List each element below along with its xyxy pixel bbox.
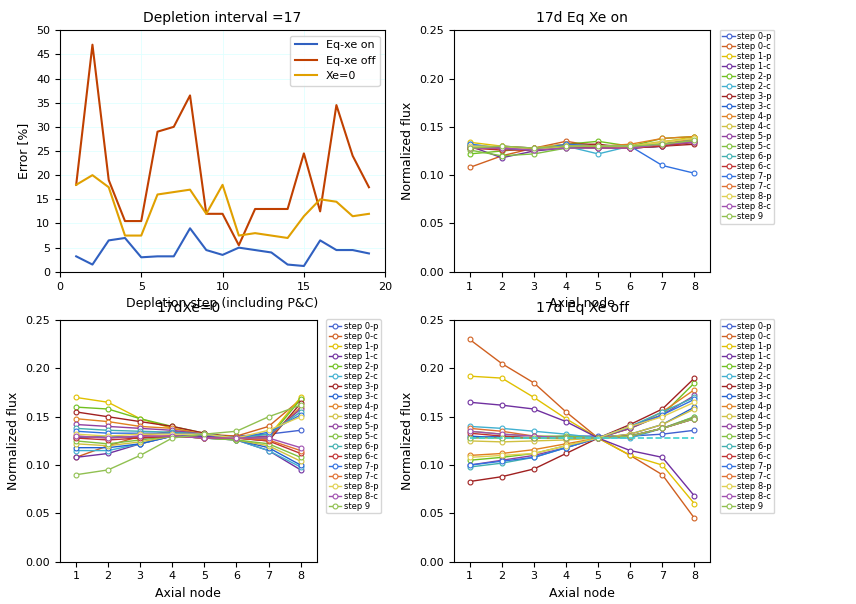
step 0-p [104,237,114,244]
step 0-p [71,252,81,260]
step 1-p [348,213,358,220]
step 0-c [201,210,211,217]
step 1-p [120,232,130,239]
step 0-p [282,261,293,268]
step 1-p [315,196,325,203]
step 1-p [104,184,114,191]
step 0-p [348,246,358,254]
X-axis label: Axial node: Axial node [550,297,615,310]
step 1-p [234,232,244,239]
step 0-c [250,205,260,213]
Legend: step 0-p, step 0-c, step 1-p, step 1-c, step 2-p, step 2-c, step 3-p, step 3-c, : step 0-p, step 0-c, step 1-p, step 1-c, … [720,320,775,513]
Legend: step 0-p, step 0-c, step 1-p, step 1-c, step 2-p, step 2-c, step 3-p, step 3-c, : step 0-p, step 0-c, step 1-p, step 1-c, … [326,320,381,513]
step 0-c [185,92,195,99]
step 1-p [250,230,260,237]
step 0-p [331,246,342,254]
step 1-p [201,210,211,217]
step 0-c [266,205,276,213]
step 1-p [169,188,179,196]
step 1-p [364,210,374,217]
Y-axis label: Normalized flux: Normalized flux [401,102,413,200]
step 0-c [315,208,325,215]
X-axis label: Axial node: Axial node [156,587,221,600]
X-axis label: Depletion step (including P&C): Depletion step (including P&C) [127,297,318,310]
step 0-c [217,210,228,217]
step 0-c [348,152,358,159]
step 1-p [152,191,163,198]
step 0-p [120,234,130,242]
step 0-p [315,237,325,244]
step 1-p [185,186,195,193]
step 1-p [331,198,342,205]
step 1-p [136,232,146,239]
Title: 17dXe=0: 17dXe=0 [156,301,221,315]
step 0-p [152,252,163,260]
step 0-p [136,254,146,261]
step 1-p [217,181,228,188]
step 0-c [87,41,98,48]
Line: step 0-p: step 0-p [76,228,369,266]
step 0-c [282,205,293,213]
Y-axis label: Error [%]: Error [%] [17,123,31,179]
step 0-p [266,249,276,256]
step 0-p [234,244,244,251]
Y-axis label: Normalized flux: Normalized flux [401,392,413,490]
step 0-c [234,242,244,249]
Title: 17d Eq Xe on: 17d Eq Xe on [536,11,628,25]
step 1-p [282,234,293,242]
step 0-p [185,225,195,232]
step 1-p [299,213,309,220]
step 0-c [136,217,146,225]
step 0-c [104,176,114,184]
step 0-c [169,123,179,130]
Line: step 0-c: step 0-c [76,45,369,245]
step 0-p [299,262,309,269]
Legend: Eq-xe on, Eq-xe off, Xe=0: Eq-xe on, Eq-xe off, Xe=0 [290,36,380,86]
step 1-p [266,232,276,239]
step 0-p [250,246,260,254]
step 0-p [87,261,98,268]
Y-axis label: Normalized flux: Normalized flux [7,392,20,490]
X-axis label: Axial node: Axial node [550,587,615,600]
step 0-p [201,246,211,254]
Title: Depletion interval =17: Depletion interval =17 [144,11,301,25]
Title: 17d Eq Xe off: 17d Eq Xe off [536,301,628,315]
step 0-c [299,150,309,157]
step 1-p [71,181,81,188]
step 0-c [71,181,81,188]
step 0-p [364,250,374,257]
step 0-c [364,184,374,191]
step 0-p [217,251,228,259]
step 1-p [87,172,98,179]
Legend: step 0-p, step 0-c, step 1-p, step 1-c, step 2-p, step 2-c, step 3-p, step 3-c, : step 0-p, step 0-c, step 1-p, step 1-c, … [720,30,775,223]
step 0-c [120,217,130,225]
step 0-p [169,252,179,260]
step 0-c [331,101,342,109]
Line: step 1-p: step 1-p [76,175,369,238]
step 0-c [152,128,163,135]
